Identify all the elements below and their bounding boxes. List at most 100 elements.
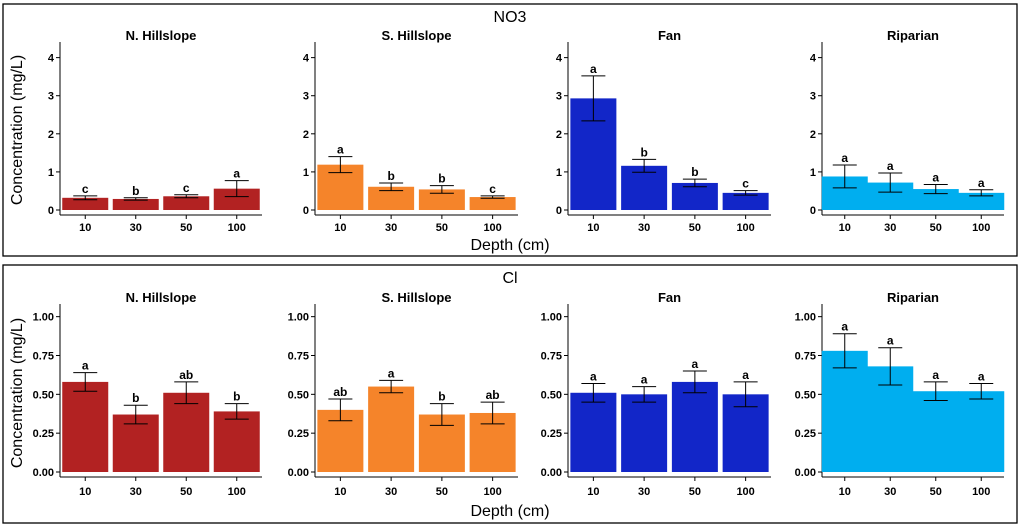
y-tick-label: 3 [303,91,309,103]
bar [621,394,668,472]
panel: S. Hillslope 0.00 0.25 0.50 0.75 1.00 ab 10 a 30 b… [288,290,518,498]
y-tick-label: 1 [48,167,54,179]
y-tick-label: 2 [303,129,309,141]
bar [213,411,260,472]
y-tick-label: 0.75 [288,350,309,362]
x-tick-label: 10 [839,222,851,234]
x-tick-label: 30 [884,486,896,498]
bar [722,192,769,210]
section-title: Cl [502,270,517,287]
x-tick-label: 30 [884,222,896,234]
significance-letter: a [841,151,848,165]
significance-letter: b [132,184,139,198]
y-tick-label: 0 [556,205,562,217]
significance-letter: ab [179,368,193,382]
y-tick-label: 1.00 [33,312,54,324]
x-tick-label: 50 [180,222,192,234]
significance-letter: a [692,357,699,371]
panel: Fan 0.00 0.25 0.50 0.75 1.00 a 10 a 30 a 50 a 100 [541,290,771,498]
panel-title: Riparian [887,290,939,305]
x-tick-label: 50 [930,222,942,234]
significance-letter: a [590,369,597,383]
significance-letter: ab [333,385,347,399]
bar [821,350,868,472]
y-tick-label: 0.25 [33,428,54,440]
significance-letter: a [841,320,848,334]
significance-letter: ab [486,388,500,402]
x-tick-label: 30 [638,486,650,498]
x-tick-label: 100 [483,486,501,498]
x-tick-label: 10 [334,222,346,234]
significance-letter: c [742,177,749,191]
significance-letter: b [640,145,647,159]
significance-letter: a [978,369,985,383]
panel: Riparian 0 1 2 3 4 a 10 a 30 a 50 a 100 [810,28,1005,234]
x-axis-label: Depth (cm) [470,503,549,520]
bar [112,198,159,210]
significance-letter: a [742,368,749,382]
x-tick-label: 10 [587,486,599,498]
y-tick-label: 1 [303,167,309,179]
section-frame [2,3,1018,257]
bar [469,197,516,210]
significance-letter: a [388,366,395,380]
y-tick-label: 0.00 [33,467,54,479]
bar [621,165,668,210]
x-tick-label: 10 [839,486,851,498]
y-tick-label: 0.50 [541,389,562,401]
y-tick-label: 0.75 [33,350,54,362]
x-tick-label: 50 [436,222,448,234]
significance-letter: a [233,167,240,181]
x-tick-label: 10 [587,222,599,234]
y-tick-label: 2 [556,129,562,141]
bar [368,386,415,472]
x-tick-label: 100 [736,222,754,234]
section-frame [2,264,1018,524]
y-tick-label: 0.75 [541,350,562,362]
bar [570,392,617,472]
y-tick-label: 0.25 [288,428,309,440]
panel-title: S. Hillslope [381,28,451,43]
significance-letter: a [590,62,597,76]
y-tick-label: 0.50 [33,389,54,401]
y-tick-label: 3 [810,91,816,103]
significance-letter: a [932,368,939,382]
y-tick-label: 1.00 [795,312,816,324]
panel: S. Hillslope 0 1 2 3 4 a 10 b 30 b 50 c 100 [303,28,518,234]
y-tick-label: 3 [48,91,54,103]
significance-letter: a [887,159,894,173]
panel: N. Hillslope 0.00 0.25 0.50 0.75 1.00 a 10 b 30 ab… [33,290,262,498]
significance-letter: a [641,373,648,387]
y-tick-label: 0.50 [288,389,309,401]
panel-title: Fan [658,290,681,305]
bar [163,392,210,472]
y-tick-label: 3 [556,91,562,103]
section-cl: Cl Concentration (mg/L) Depth (cm) N. Hi… [2,264,1018,524]
significance-letter: a [82,359,89,373]
bar [912,189,959,210]
panel-title: Fan [658,28,681,43]
y-tick-label: 0.00 [288,467,309,479]
y-tick-label: 0 [303,205,309,217]
significance-letter: a [978,176,985,190]
x-tick-label: 30 [638,222,650,234]
bar [368,186,415,210]
x-tick-label: 100 [736,486,754,498]
significance-letter: b [233,390,240,404]
panel: N. Hillslope 0 1 2 3 4 c 10 b 30 c 50 a 100 [48,28,262,234]
bar [62,197,109,210]
x-tick-label: 50 [930,486,942,498]
y-tick-label: 4 [556,53,563,65]
y-tick-label: 0.00 [795,467,816,479]
section-title: NO3 [494,9,527,26]
significance-letter: c [489,182,496,196]
x-tick-label: 50 [436,486,448,498]
x-tick-label: 50 [180,486,192,498]
y-tick-label: 4 [810,53,817,65]
y-tick-label: 2 [810,129,816,141]
panel-title: S. Hillslope [381,290,451,305]
y-tick-label: 0.75 [795,350,816,362]
significance-letter: b [387,169,394,183]
x-tick-label: 10 [79,222,91,234]
